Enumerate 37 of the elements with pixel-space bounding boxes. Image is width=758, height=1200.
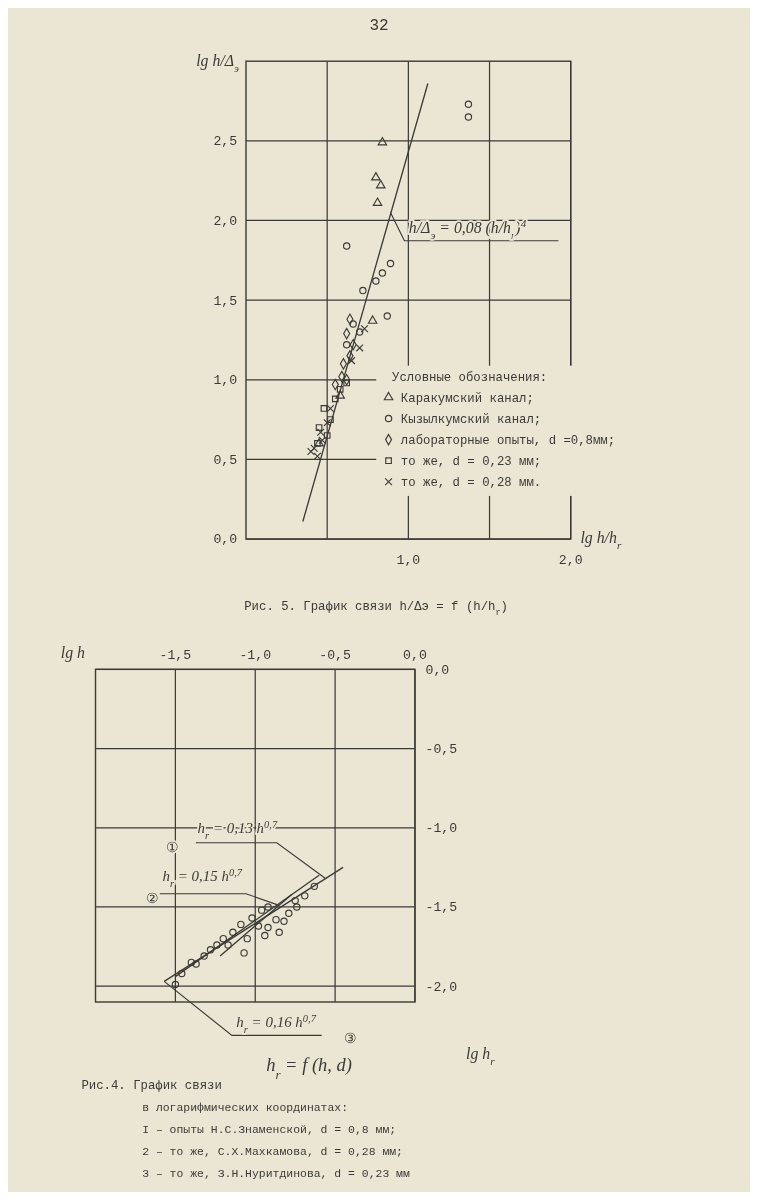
y-tick-label: -2,0 bbox=[425, 979, 458, 995]
x-tick-label: -1,5 bbox=[159, 647, 192, 663]
annotation: h$_{r}$ = 0,16 h$^{0,7}$ bbox=[236, 1012, 317, 1035]
y-tick-label: -1,5 bbox=[425, 900, 458, 916]
legend-label: то же, d = 0,28 мм. bbox=[400, 476, 542, 491]
annotation: ② bbox=[146, 889, 160, 906]
y-tick-label: 1,0 bbox=[213, 373, 238, 389]
text: h$_{r}$ = f (h, d) bbox=[266, 1054, 352, 1082]
y-tick-label: 2,5 bbox=[213, 134, 238, 150]
y-axis-title: lg h$_{r}$ bbox=[466, 1045, 496, 1068]
x-tick-label: -1,0 bbox=[239, 647, 272, 663]
y-tick-label: 0,5 bbox=[213, 452, 238, 468]
text: 2 – то же, С.Х.Махкамова, d = 0,28 мм; bbox=[142, 1145, 403, 1159]
legend-label: Кызылкумский канал; bbox=[400, 412, 542, 427]
x-tick-label: 0,0 bbox=[403, 647, 427, 663]
legend-label: Каракумский канал; bbox=[400, 391, 534, 406]
x-axis-title: lg h bbox=[60, 643, 86, 662]
x-axis-title: lg h/h$_{r}$ bbox=[580, 529, 622, 552]
y-tick-label: 2,0 bbox=[213, 213, 238, 229]
text: Рис. 5. График связи h/Δэ = f (h/h$_{r}$) bbox=[244, 600, 509, 619]
y-tick-label: -1,0 bbox=[425, 821, 458, 837]
y-tick-label: 0,0 bbox=[425, 662, 450, 678]
legend-title: Условные обозначения: bbox=[392, 370, 548, 385]
text: 3 – то же, З.Н.Нуритдинова, d = 0,23 мм bbox=[142, 1167, 410, 1181]
y-tick-label: 1,5 bbox=[213, 293, 238, 309]
annotation: h$_{r}$ = 0,15 h$^{0,7}$ bbox=[162, 866, 243, 889]
y-tick-label: 0,0 bbox=[213, 532, 238, 548]
y-axis-title: lg h/Δ$_{э}$ bbox=[196, 51, 240, 74]
x-tick-label: -0,5 bbox=[319, 647, 352, 663]
legend-label: лабораторные опыты, d =0,8мм; bbox=[400, 434, 616, 448]
text: I – опыты Н.С.Знаменской, d = 0,8 мм; bbox=[142, 1123, 397, 1137]
text: Рис.4. График связи bbox=[81, 1079, 222, 1094]
text: в логарифмических координатах: bbox=[142, 1101, 349, 1115]
text: 32 bbox=[369, 17, 389, 35]
y-tick-label: -0,5 bbox=[425, 741, 458, 757]
legend-label: то же, d = 0,23 мм; bbox=[400, 455, 542, 470]
text: ③ bbox=[344, 1030, 358, 1047]
